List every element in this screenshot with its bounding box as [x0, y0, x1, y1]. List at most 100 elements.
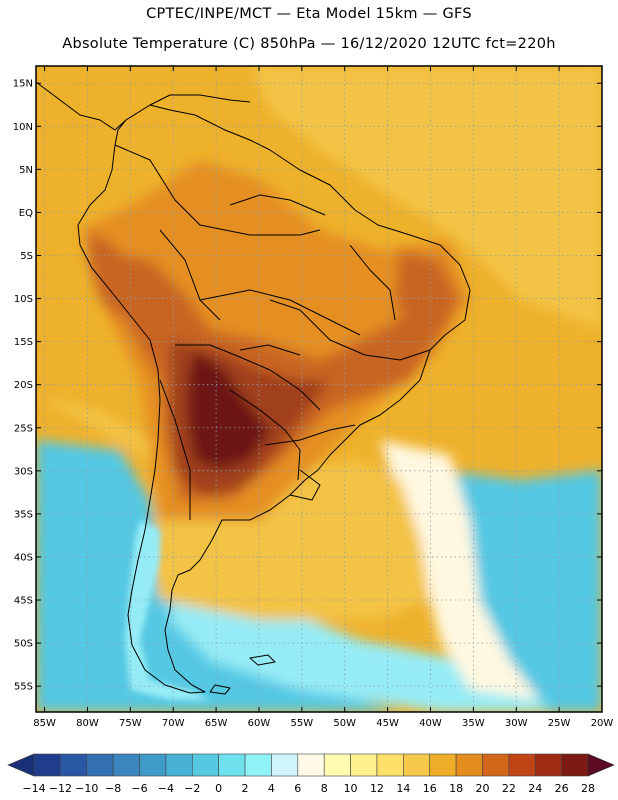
- colorbar-swatch: [561, 753, 589, 777]
- field-region-pale: [380, 440, 540, 700]
- lat-label: 10N: [13, 122, 33, 133]
- colorbar-label: 8: [321, 782, 328, 795]
- colorbar-label: 26: [555, 782, 569, 795]
- colorbar-swatch: [191, 753, 219, 777]
- colorbar-label: −8: [105, 782, 121, 795]
- map-frame: [35, 65, 603, 713]
- lon-label: 55W: [291, 718, 314, 729]
- colorbar-label: −14: [22, 782, 45, 795]
- lon-label: 45W: [376, 718, 399, 729]
- colorbar-label: 4: [268, 782, 275, 795]
- lon-label: 30W: [505, 718, 528, 729]
- colorbar-label: −10: [75, 782, 98, 795]
- lat-label: EQ: [19, 208, 33, 219]
- boundary-border-7: [229, 194, 326, 216]
- colorbar-swatch: [60, 753, 88, 777]
- boundary-border-11: [289, 469, 321, 501]
- lon-label: 65W: [205, 718, 228, 729]
- colorbar-label: −6: [131, 782, 147, 795]
- boundary-border-12: [349, 244, 396, 321]
- latitude-labels: 15N 10N 5N EQ 5S 10S 15S 20S 25S 30S 35S 40S 45S 50S 5…: [13, 79, 33, 693]
- lon-label: 50W: [333, 718, 356, 729]
- colorbar-swatch: [455, 753, 483, 777]
- colorbar-swatch: [165, 753, 193, 777]
- lon-label: 25W: [548, 718, 571, 729]
- colorbar-swatch: [33, 753, 61, 777]
- lat-label: 5N: [19, 165, 33, 176]
- colorbar-label: 20: [475, 782, 489, 795]
- colorbar-swatch: [508, 753, 536, 777]
- lon-label: 85W: [33, 718, 56, 729]
- lon-label: 80W: [76, 718, 99, 729]
- lat-label: 5S: [20, 251, 33, 262]
- lat-label: 10S: [14, 294, 33, 305]
- colorbar-label: 28: [581, 782, 595, 795]
- lat-label: 35S: [14, 509, 33, 520]
- colorbar-swatch: [139, 753, 167, 777]
- boundary-border-6: [264, 424, 356, 446]
- boundary-tdf: [209, 684, 231, 695]
- colorbar-swatch: [323, 753, 351, 777]
- colorbar-label: 10: [344, 782, 358, 795]
- colorbar-swatch: [86, 753, 114, 777]
- colorbar-swatch: [350, 753, 378, 777]
- lat-label: 20S: [14, 380, 33, 391]
- temperature-colorbar: [7, 753, 615, 777]
- colorbar-low-arrow: [7, 753, 35, 777]
- colorbar-labels: −14 −12 −10 −8 −6 −4 −2 0 2 4 6 8 10 12 14 16 18 20 22 24 26…: [22, 782, 595, 795]
- field-region-band-ne: [250, 66, 602, 330]
- lat-label: 55S: [14, 682, 33, 693]
- boundary-border-2: [159, 229, 221, 321]
- boundary-border-10: [239, 344, 301, 356]
- field-region-ne-red: [395, 250, 460, 330]
- coastlines-and-borders: [35, 81, 471, 695]
- colorbar-label: 14: [396, 782, 410, 795]
- colorbar-swatch: [376, 753, 404, 777]
- lon-label: 40W: [419, 718, 442, 729]
- lat-label: 45S: [14, 596, 33, 607]
- colorbar-label: 0: [215, 782, 222, 795]
- boundary-border-3: [199, 289, 361, 336]
- colorbar-label: −2: [184, 782, 200, 795]
- axis-ticks: [36, 66, 603, 712]
- boundary-border-4: [175, 344, 321, 411]
- lon-label: 75W: [119, 718, 142, 729]
- boundary-coast-sa: [77, 104, 471, 694]
- boundary-coast-ca: [35, 81, 127, 131]
- colorbar-swatch: [244, 753, 272, 777]
- colorbar-swatch: [429, 753, 457, 777]
- boundary-border-1: [114, 144, 321, 236]
- colorbar-label: 12: [370, 782, 384, 795]
- colorbar-label: −4: [158, 782, 174, 795]
- lat-label: 40S: [14, 552, 33, 563]
- colorbar-swatch: [112, 753, 140, 777]
- colorbar-swatch: [297, 753, 325, 777]
- colorbar-swatch: [534, 753, 562, 777]
- boundary-border-5: [229, 389, 301, 481]
- longitude-labels: 85W 80W 75W 70W 65W 60W 55W 50W 45W 40W 35W 30W 25W 2…: [33, 718, 613, 729]
- lat-label: 50S: [14, 639, 33, 650]
- lon-label: 70W: [162, 718, 185, 729]
- lon-label: 20W: [591, 718, 614, 729]
- colorbar-label: 6: [294, 782, 301, 795]
- colorbar-swatch: [403, 753, 431, 777]
- lat-label: 30S: [14, 466, 33, 477]
- colorbar-swatch: [218, 753, 246, 777]
- colorbar-swatch: [482, 753, 510, 777]
- colorbar-swatch: [271, 753, 299, 777]
- boundary-border-9: [159, 379, 191, 520]
- colorbar-high-arrow: [587, 753, 615, 777]
- boundary-falkland: [249, 654, 276, 666]
- field-region-patagonia: [125, 520, 210, 700]
- lon-label: 60W: [248, 718, 271, 729]
- field-region-ocean-se: [440, 470, 602, 712]
- map-title-line2: Absolute Temperature (C) 850hPa — 16/12/…: [62, 36, 556, 52]
- colorbar-label: 22: [502, 782, 516, 795]
- colorbar-label: 18: [449, 782, 463, 795]
- colorbar-label: 2: [242, 782, 249, 795]
- shaded-field: [36, 66, 602, 712]
- colorbar-label: 16: [423, 782, 437, 795]
- map-title-line1: CPTEC/INPE/MCT — Eta Model 15km — GFS: [146, 6, 472, 22]
- lon-label: 35W: [462, 718, 485, 729]
